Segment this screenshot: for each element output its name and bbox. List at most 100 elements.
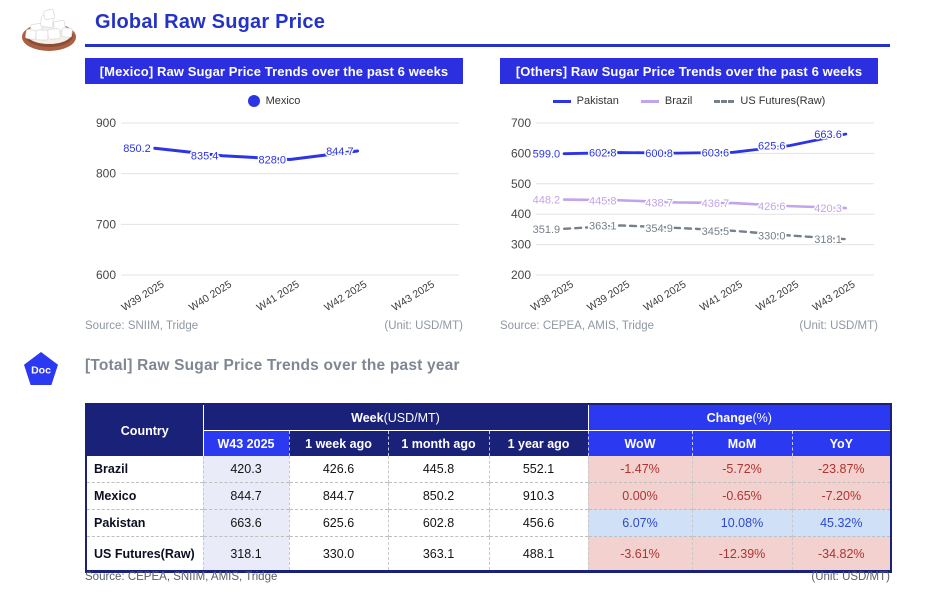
svg-text:W39 2025: W39 2025 bbox=[119, 278, 166, 314]
change-percent-cell: -12.39% bbox=[692, 536, 793, 572]
svg-text:835.4: 835.4 bbox=[191, 151, 219, 163]
svg-text:363.1: 363.1 bbox=[589, 220, 617, 232]
legend-label: Mexico bbox=[265, 95, 301, 107]
table-section-title: [Total] Raw Sugar Price Trends over the … bbox=[85, 357, 460, 374]
change-percent-cell: 10.08% bbox=[692, 509, 793, 537]
doc-badge: Doc bbox=[24, 352, 58, 385]
week-group-rest: (USD/MT) bbox=[383, 410, 440, 425]
svg-text:354.9: 354.9 bbox=[645, 223, 673, 235]
week-value-cell: 456.6 bbox=[489, 509, 589, 537]
table-row: Mexico 844.7 844.7 850.2 910.3 0.00% -0.65% -7.… bbox=[86, 482, 892, 510]
svg-text:W40 2025: W40 2025 bbox=[187, 278, 234, 314]
svg-text:W43 2025: W43 2025 bbox=[390, 278, 437, 314]
svg-text:602.8: 602.8 bbox=[589, 148, 617, 160]
col-header-wow: WoW bbox=[588, 430, 693, 456]
change-percent-cell: -34.82% bbox=[792, 536, 892, 572]
svg-text:W39 2025: W39 2025 bbox=[585, 278, 632, 314]
col-header-country: Country bbox=[86, 404, 204, 456]
mexico-chart-title: [Mexico] Raw Sugar Price Trends over the… bbox=[85, 58, 463, 84]
dashed-line-legend-icon bbox=[714, 99, 735, 103]
page-title: Global Raw Sugar Price bbox=[95, 11, 326, 33]
circle-legend-icon bbox=[247, 95, 260, 107]
svg-text:W42 2025: W42 2025 bbox=[754, 278, 801, 314]
current-week-value-cell: 844.7 bbox=[203, 482, 290, 510]
svg-text:438.7: 438.7 bbox=[645, 197, 673, 209]
series-data-labels: 448.2 445.8 438.7 436.7 426.6 420.3 bbox=[531, 193, 843, 216]
svg-text:420.3: 420.3 bbox=[814, 203, 842, 215]
legend-item-us-futures-raw-: US Futures(Raw) bbox=[714, 95, 825, 107]
legend-label: US Futures(Raw) bbox=[740, 95, 826, 107]
svg-text:800: 800 bbox=[96, 167, 116, 181]
country-cell: US Futures(Raw) bbox=[86, 536, 204, 572]
svg-text:700: 700 bbox=[511, 116, 531, 130]
svg-text:828.0: 828.0 bbox=[258, 154, 286, 166]
week-value-cell: 488.1 bbox=[489, 536, 589, 572]
table-footer: Source: CEPEA, SNIIM, AMIS, Tridge (Unit… bbox=[85, 571, 890, 583]
svg-text:300: 300 bbox=[511, 238, 531, 252]
legend-item-mexico: Mexico bbox=[247, 95, 301, 107]
others-chart-unit: (Unit: USD/MT) bbox=[799, 320, 878, 332]
col-header-mom: MoM bbox=[692, 430, 793, 456]
current-week-value-cell: 420.3 bbox=[203, 456, 290, 483]
series-line-brazil bbox=[562, 198, 848, 210]
line-legend-icon bbox=[552, 99, 571, 103]
sugar-bowl-image bbox=[22, 9, 76, 51]
week-value-cell: 445.8 bbox=[388, 456, 490, 483]
week-value-cell: 602.8 bbox=[388, 509, 490, 537]
series-line-pakistan bbox=[562, 132, 848, 156]
current-week-value-cell: 318.1 bbox=[203, 536, 290, 572]
legend-label: Brazil bbox=[664, 95, 693, 107]
country-cell: Pakistan bbox=[86, 509, 204, 537]
svg-text:445.8: 445.8 bbox=[589, 195, 617, 207]
svg-text:600.8: 600.8 bbox=[645, 148, 673, 160]
svg-text:700: 700 bbox=[96, 217, 116, 231]
svg-text:436.7: 436.7 bbox=[702, 198, 730, 210]
change-percent-cell: 6.07% bbox=[588, 509, 693, 537]
svg-text:625.6: 625.6 bbox=[758, 141, 786, 153]
svg-text:351.9: 351.9 bbox=[533, 224, 561, 236]
col-group-change: Change(%) bbox=[588, 404, 892, 431]
svg-text:844.7: 844.7 bbox=[326, 146, 354, 158]
svg-text:599.0: 599.0 bbox=[533, 149, 561, 161]
price-table-header: Country Week(USD/MT) Change(%) W43 2025 … bbox=[86, 404, 892, 456]
week-value-cell: 330.0 bbox=[289, 536, 389, 572]
chart-x-axis-labels: W38 2025 W39 2025 W40 2025 W41 2025 W42 2025… bbox=[529, 278, 858, 314]
svg-text:400: 400 bbox=[511, 207, 531, 221]
legend-item-brazil: Brazil bbox=[640, 95, 693, 107]
line-legend-icon bbox=[640, 99, 659, 103]
col-header-1-year-ago: 1 year ago bbox=[489, 430, 589, 456]
svg-text:600: 600 bbox=[96, 268, 116, 282]
legend-item-pakistan: Pakistan bbox=[552, 95, 619, 107]
change-group-bold: Change bbox=[706, 410, 753, 425]
svg-text:W38 2025: W38 2025 bbox=[529, 278, 576, 314]
change-percent-cell: -5.72% bbox=[692, 456, 793, 483]
col-header-w43-2025: W43 2025 bbox=[203, 430, 290, 456]
others-chart-source: Source: CEPEA, AMIS, Tridge bbox=[500, 320, 655, 332]
week-group-bold: Week bbox=[351, 410, 384, 425]
others-chart-legend: Pakistan Brazil US Futures(Raw) bbox=[500, 95, 878, 107]
week-value-cell: 552.1 bbox=[489, 456, 589, 483]
week-value-cell: 363.1 bbox=[388, 536, 490, 572]
svg-text:900: 900 bbox=[96, 116, 116, 130]
change-percent-cell: 0.00% bbox=[588, 482, 693, 510]
price-table-body: Brazil 420.3 426.6 445.8 552.1 -1.47% -5.72% -2… bbox=[86, 456, 892, 572]
svg-text:W41 2025: W41 2025 bbox=[698, 278, 745, 314]
table-row: Brazil 420.3 426.6 445.8 552.1 -1.47% -5.72% -2… bbox=[86, 456, 892, 483]
svg-text:426.6: 426.6 bbox=[758, 201, 786, 213]
series-data-labels: 599.0 602.8 600.8 603.6 625.6 663.6 bbox=[531, 128, 843, 163]
title-underline bbox=[85, 44, 890, 47]
country-cell: Mexico bbox=[86, 482, 204, 510]
series-line-mexico bbox=[153, 146, 360, 161]
svg-text:500: 500 bbox=[511, 177, 531, 191]
week-value-cell: 426.6 bbox=[289, 456, 389, 483]
change-percent-cell: -3.61% bbox=[588, 536, 693, 572]
svg-text:W41 2025: W41 2025 bbox=[255, 278, 302, 314]
svg-text:448.2: 448.2 bbox=[533, 195, 561, 207]
change-percent-cell: 45.32% bbox=[792, 509, 892, 537]
table-row: US Futures(Raw) 318.1 330.0 363.1 488.1 -3.61… bbox=[86, 536, 892, 572]
series-data-labels: 850.2 835.4 828.0 844.7 bbox=[122, 142, 355, 168]
mexico-chart-source: Source: SNIIM, Tridge bbox=[85, 320, 199, 332]
svg-text:W42 2025: W42 2025 bbox=[322, 278, 369, 314]
svg-text:W40 2025: W40 2025 bbox=[641, 278, 688, 314]
